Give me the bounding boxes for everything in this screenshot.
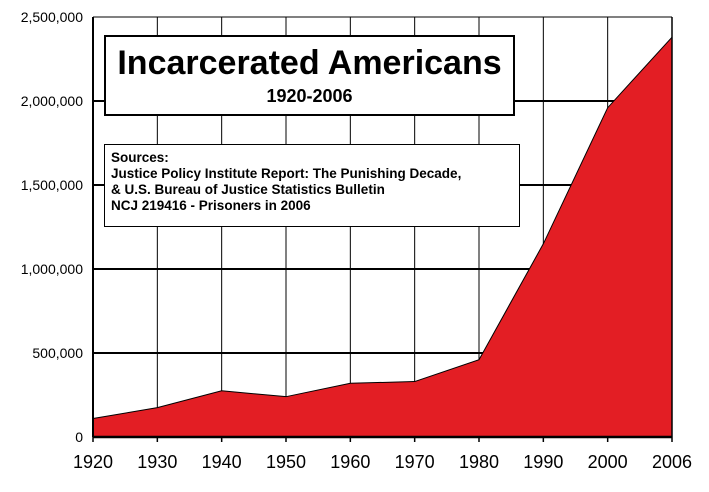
x-tick-label: 1940 (202, 452, 242, 472)
chart-title: Incarcerated Americans (117, 44, 502, 82)
series-outline (92, 36, 673, 420)
y-tick-label: 1,500,000 (21, 177, 83, 193)
y-tick-label: 500,000 (32, 345, 83, 361)
y-tick-label: 2,500,000 (21, 9, 83, 25)
title-box: Incarcerated Americans 1920-2006 (104, 35, 515, 116)
sources-box: Sources: Justice Policy Institute Report… (104, 144, 520, 227)
x-tick-label: 1980 (459, 452, 499, 472)
y-tick-label: 2,000,000 (21, 93, 83, 109)
source-line-1: Justice Policy Institute Report: The Pun… (111, 166, 462, 181)
y-tick-label: 1,000,000 (21, 261, 83, 277)
x-tick-labels: 1920 1930 1940 1950 1960 1970 1980 1990 2000 2006 (73, 452, 692, 472)
x-tick-label: 2000 (588, 452, 628, 472)
x-tick-label: 1990 (523, 452, 563, 472)
x-tick-label: 1920 (73, 452, 113, 472)
y-tick-label: 0 (75, 429, 83, 445)
y-tick-labels: 0 500,000 1,000,000 1,500,000 2,000,000 2,500… (21, 9, 84, 445)
x-tick-label: 1930 (137, 452, 177, 472)
source-line-3: NCJ 219416 - Prisoners in 2006 (111, 198, 311, 213)
x-tick-label: 1950 (266, 452, 306, 472)
x-tick-label: 1960 (330, 452, 370, 472)
axes (92, 16, 673, 442)
source-line-2: & U.S. Bureau of Justice Statistics Bull… (111, 182, 385, 197)
x-tick-label: 1970 (395, 452, 435, 472)
chart-subtitle: 1920-2006 (266, 86, 353, 106)
series-area (93, 37, 672, 437)
sources-heading: Sources: (111, 150, 169, 165)
x-tick-label: 2006 (652, 452, 692, 472)
